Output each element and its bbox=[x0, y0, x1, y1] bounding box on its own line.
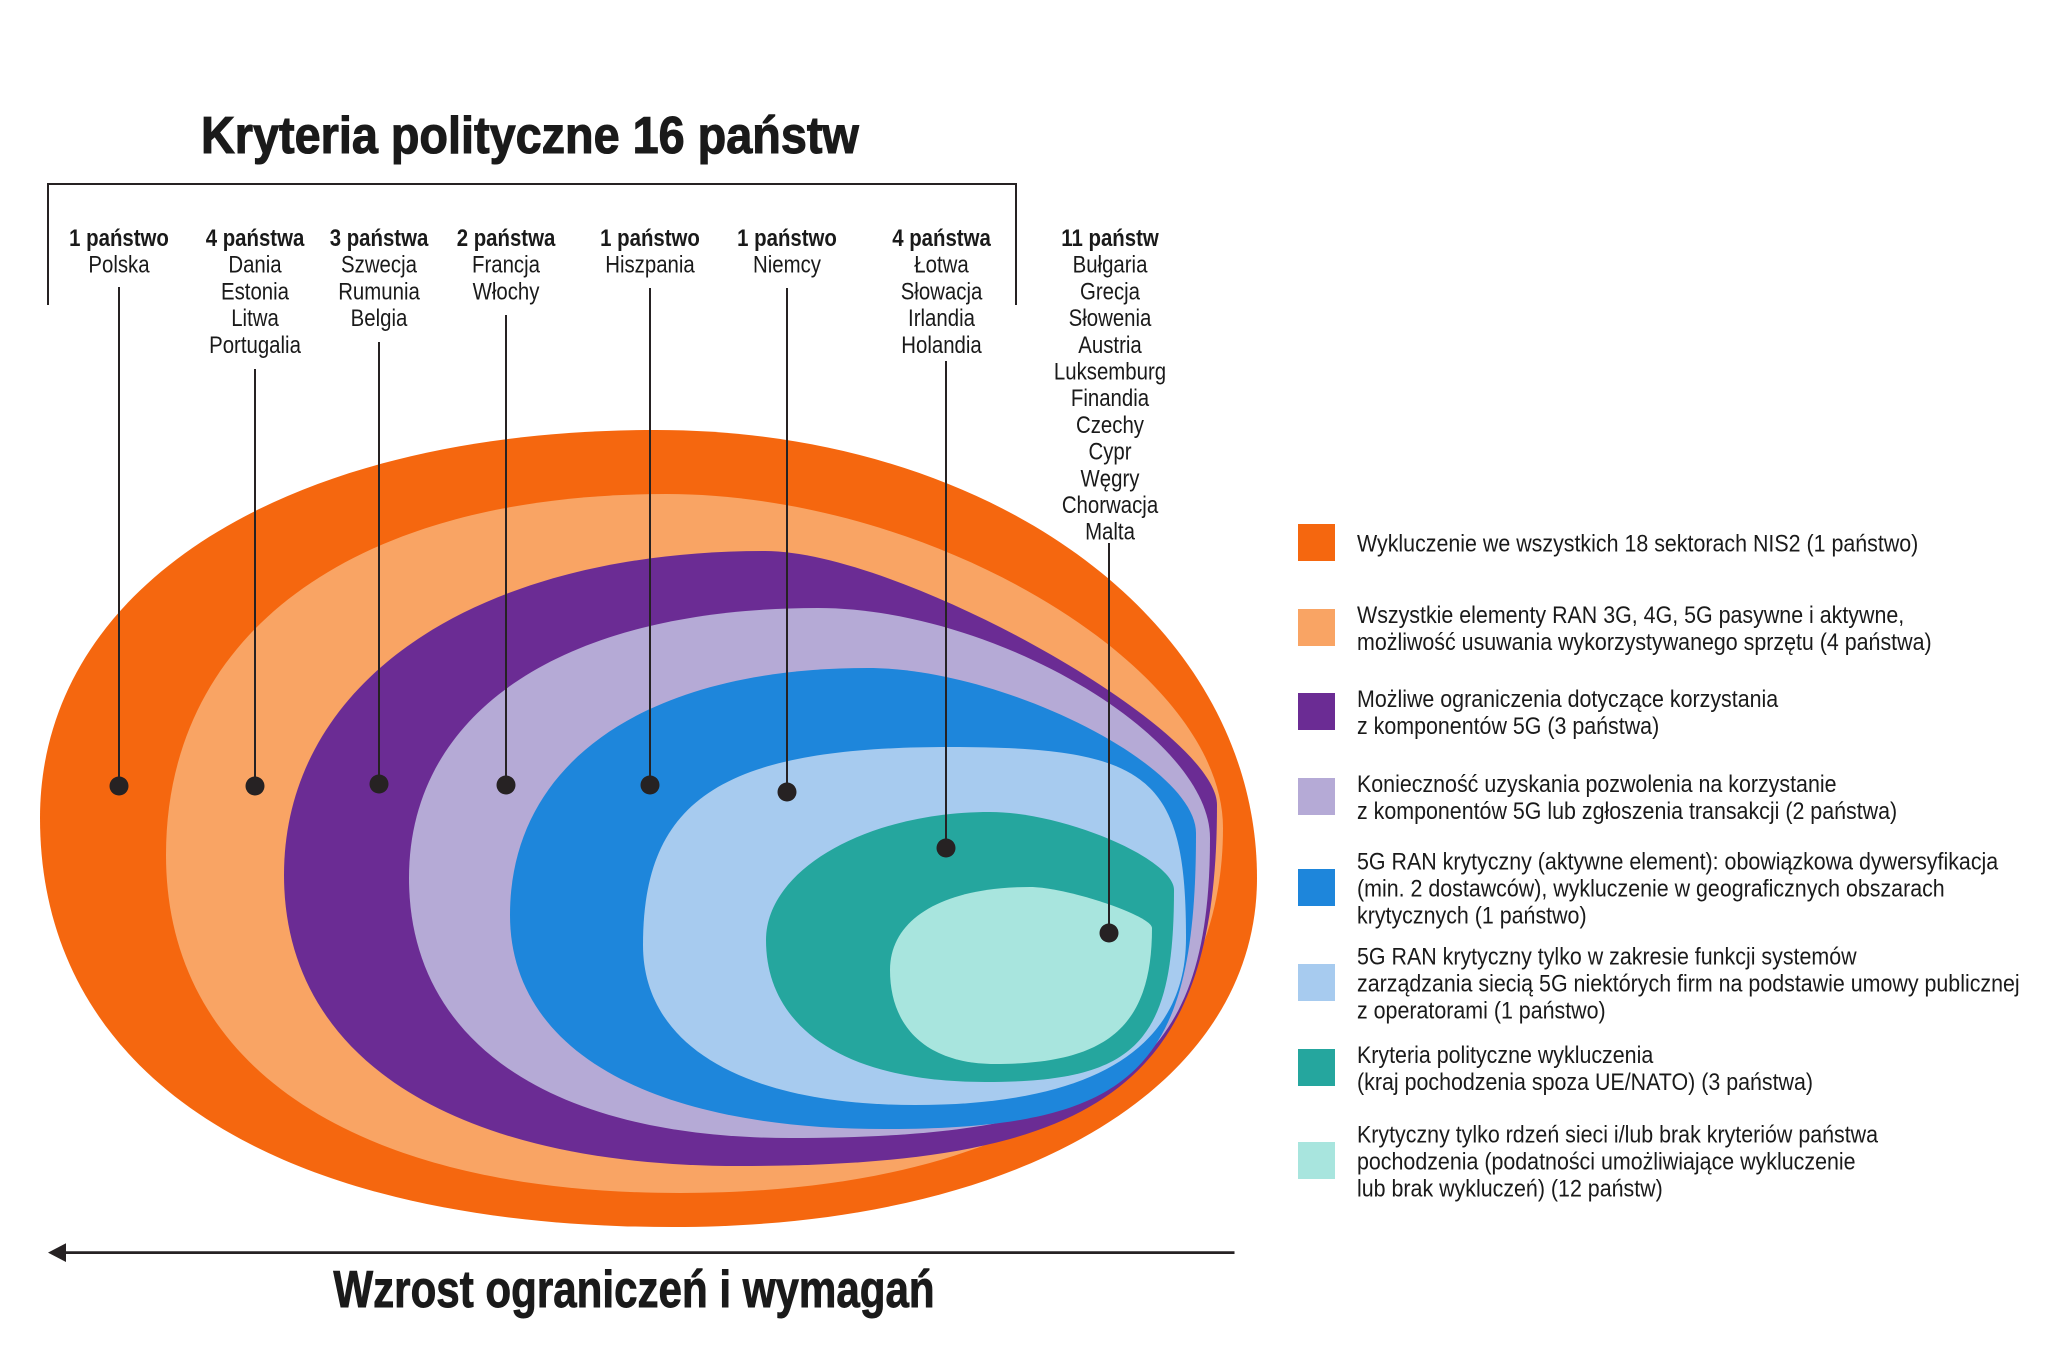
svg-text:5G RAN krytyczny (aktywne elem: 5G RAN krytyczny (aktywne element): obow… bbox=[1357, 847, 1998, 875]
svg-text:Luksemburg: Luksemburg bbox=[1054, 358, 1166, 385]
svg-text:Słowenia: Słowenia bbox=[1069, 305, 1152, 332]
svg-text:zarządzania siecią 5G niektóry: zarządzania siecią 5G niektórych firm na… bbox=[1357, 969, 2020, 997]
svg-text:Węgry: Węgry bbox=[1081, 465, 1141, 492]
svg-text:4 państwa: 4 państwa bbox=[206, 224, 305, 251]
svg-text:z komponentów 5G (3 państwa): z komponentów 5G (3 państwa) bbox=[1357, 712, 1659, 740]
svg-text:Francja: Francja bbox=[472, 251, 541, 278]
svg-text:11 państw: 11 państw bbox=[1061, 224, 1159, 251]
svg-text:z operatorami (1 państwo): z operatorami (1 państwo) bbox=[1357, 996, 1606, 1024]
svg-text:Portugalia: Portugalia bbox=[209, 331, 301, 358]
svg-text:(min. 2 dostawców), wykluczeni: (min. 2 dostawców), wykluczenie w geogra… bbox=[1357, 874, 1945, 902]
svg-text:Szwecja: Szwecja bbox=[341, 251, 418, 278]
svg-text:Polska: Polska bbox=[88, 251, 150, 278]
svg-text:1 państwo: 1 państwo bbox=[69, 224, 169, 251]
svg-text:Wykluczenie we wszystkich 18 s: Wykluczenie we wszystkich 18 sektorach N… bbox=[1357, 529, 1918, 557]
svg-text:Irlandia: Irlandia bbox=[908, 305, 975, 332]
svg-text:Krytyczny tylko rdzeń sieci i/: Krytyczny tylko rdzeń sieci i/lub brak k… bbox=[1357, 1120, 1878, 1148]
svg-text:(kraj pochodzenia spoza UE/NAT: (kraj pochodzenia spoza UE/NATO) (3 pańs… bbox=[1357, 1068, 1813, 1096]
svg-text:Wszystkie elementy RAN 3G, 4G,: Wszystkie elementy RAN 3G, 4G, 5G pasywn… bbox=[1357, 601, 1904, 629]
svg-text:Łotwa: Łotwa bbox=[914, 251, 969, 278]
svg-text:Słowacja: Słowacja bbox=[901, 278, 983, 305]
svg-text:Finandia: Finandia bbox=[1071, 385, 1150, 412]
svg-text:Czechy: Czechy bbox=[1076, 411, 1145, 438]
svg-text:Grecja: Grecja bbox=[1080, 278, 1141, 305]
svg-text:pochodzenia (podatności umożli: pochodzenia (podatności umożliwiające wy… bbox=[1357, 1147, 1856, 1175]
svg-text:Belgia: Belgia bbox=[351, 305, 408, 332]
svg-text:możliwość usuwania wykorzystyw: możliwość usuwania wykorzystywanego sprz… bbox=[1357, 628, 1932, 656]
svg-text:Bułgaria: Bułgaria bbox=[1073, 251, 1148, 278]
svg-text:Kryteria polityczne 16 państw: Kryteria polityczne 16 państw bbox=[201, 107, 859, 165]
svg-text:Konieczność uzyskania pozwolen: Konieczność uzyskania pozwolenia na korz… bbox=[1357, 770, 1837, 798]
svg-text:krytycznych (1 państwo): krytycznych (1 państwo) bbox=[1357, 901, 1587, 929]
svg-text:1 państwo: 1 państwo bbox=[600, 224, 700, 251]
svg-text:Dania: Dania bbox=[228, 251, 282, 278]
svg-text:3 państwa: 3 państwa bbox=[330, 224, 429, 251]
svg-text:z komponentów 5G lub zgłoszeni: z komponentów 5G lub zgłoszenia transakc… bbox=[1357, 797, 1897, 825]
svg-text:Możliwe ograniczenia dotyczące: Możliwe ograniczenia dotyczące korzystan… bbox=[1357, 685, 1778, 713]
svg-text:Cypr: Cypr bbox=[1088, 438, 1132, 465]
svg-text:Chorwacja: Chorwacja bbox=[1062, 491, 1159, 518]
svg-text:Holandia: Holandia bbox=[901, 331, 982, 358]
svg-text:Malta: Malta bbox=[1085, 518, 1135, 545]
svg-text:Włochy: Włochy bbox=[473, 278, 541, 305]
svg-text:Wzrost ograniczeń i wymagań: Wzrost ograniczeń i wymagań bbox=[333, 1261, 934, 1319]
svg-text:4 państwa: 4 państwa bbox=[892, 224, 991, 251]
svg-text:Hiszpania: Hiszpania bbox=[605, 251, 695, 278]
svg-text:1 państwo: 1 państwo bbox=[737, 224, 837, 251]
svg-text:lub brak wykluczeń) (12 państw: lub brak wykluczeń) (12 państw) bbox=[1357, 1174, 1663, 1202]
svg-text:Niemcy: Niemcy bbox=[753, 251, 822, 278]
svg-text:Rumunia: Rumunia bbox=[338, 278, 420, 305]
svg-text:Austria: Austria bbox=[1078, 331, 1142, 358]
svg-text:Estonia: Estonia bbox=[221, 278, 290, 305]
svg-text:Kryteria polityczne wykluczeni: Kryteria polityczne wykluczenia bbox=[1357, 1041, 1653, 1069]
svg-text:2 państwa: 2 państwa bbox=[457, 224, 556, 251]
svg-text:5G RAN krytyczny tylko w zakre: 5G RAN krytyczny tylko w zakresie funkcj… bbox=[1357, 942, 1857, 970]
svg-text:Litwa: Litwa bbox=[231, 305, 279, 332]
